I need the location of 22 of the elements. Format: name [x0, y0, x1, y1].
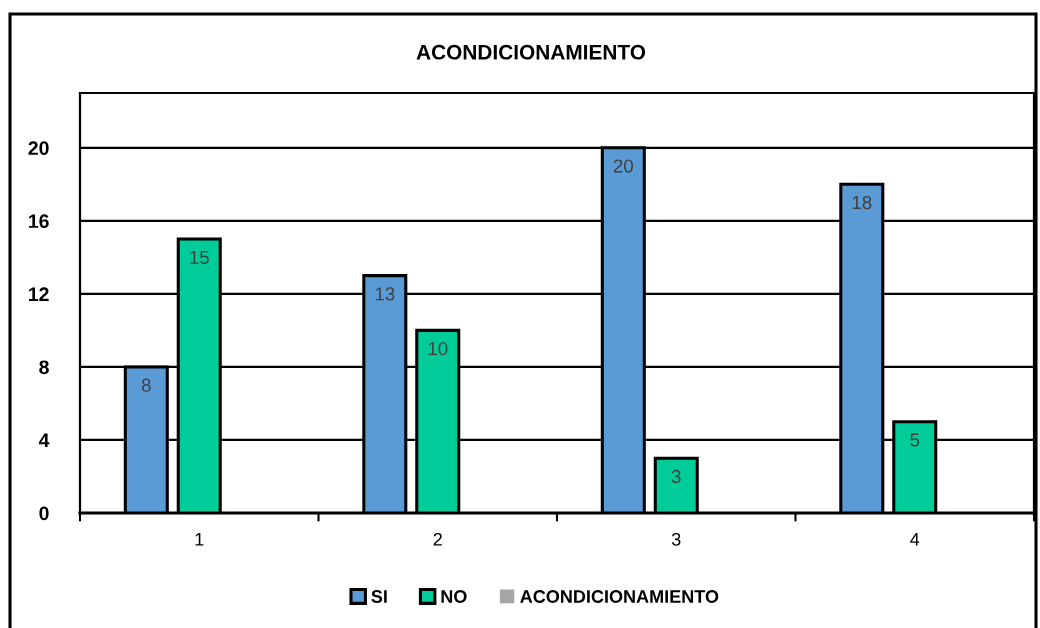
legend-label: ACONDICIONAMIENTO	[520, 590, 719, 603]
chart-title: ACONDICIONAMIENTO	[416, 44, 646, 60]
data-label: 10	[428, 342, 448, 356]
x-tick-label: 3	[671, 532, 681, 546]
x-tick-label: 1	[195, 533, 204, 546]
y-tick-label: 12	[29, 287, 49, 301]
data-label: 8	[141, 378, 151, 392]
data-label: 5	[910, 433, 920, 447]
y-tick-label: 16	[29, 214, 49, 229]
x-tick-label: 4	[910, 533, 920, 546]
y-tick-label: 20	[28, 141, 49, 156]
legend-label: SI	[371, 590, 387, 603]
y-tick-label: 4	[38, 433, 50, 447]
y-tick-label: 8	[39, 360, 49, 375]
x-tick-label: 2	[433, 532, 442, 546]
data-label: 3	[671, 469, 681, 484]
y-tick-label: 0	[39, 506, 49, 521]
data-label: 13	[375, 287, 395, 301]
legend-label: NO	[441, 590, 467, 603]
data-label: 18	[852, 195, 872, 210]
data-label: 15	[190, 250, 209, 264]
data-label: 20	[613, 159, 633, 173]
